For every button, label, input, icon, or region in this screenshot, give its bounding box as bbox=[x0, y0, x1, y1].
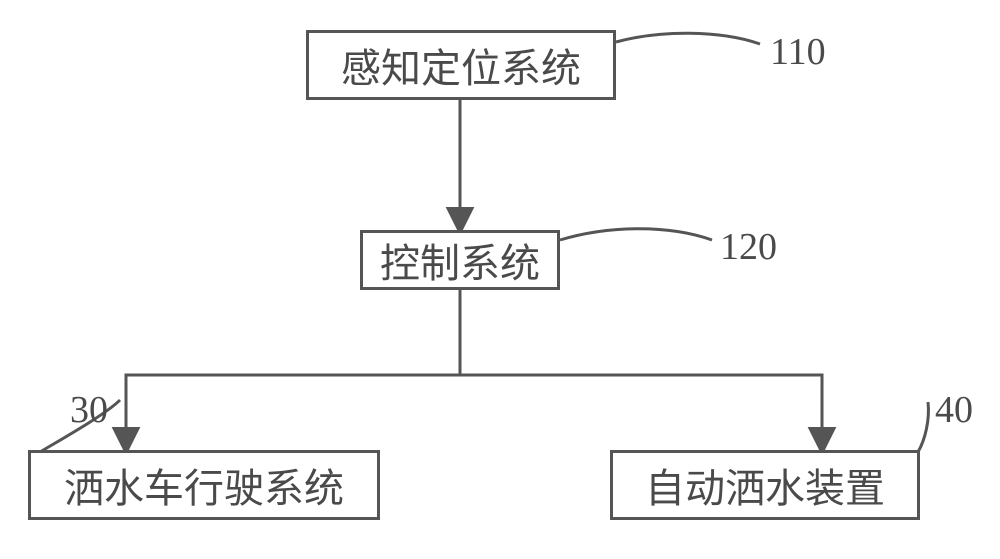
node-label: 自动洒水装置 bbox=[645, 456, 885, 514]
leader-n110 bbox=[616, 33, 760, 44]
leader-n120 bbox=[560, 229, 712, 240]
node-label: 洒水车行驶系统 bbox=[64, 456, 344, 514]
diagram-canvas: 感知定位系统控制系统洒水车行驶系统 自动洒水装置 110 120 30 40 bbox=[0, 0, 1000, 559]
ref-label-n120: 120 bbox=[720, 225, 777, 269]
node-n120: 控制系统 bbox=[360, 230, 560, 290]
edge-n120-n40 bbox=[460, 290, 822, 450]
edge-n120-n30 bbox=[126, 290, 460, 450]
node-label: 控制系统 bbox=[380, 231, 540, 289]
ref-label-n30: 30 bbox=[70, 388, 108, 432]
node-label: 感知定位系统 bbox=[341, 36, 581, 94]
ref-label-n110: 110 bbox=[770, 30, 826, 74]
node-n40: 自动洒水装置 bbox=[610, 450, 920, 520]
node-n30: 洒水车行驶系统 bbox=[28, 450, 380, 520]
leader-n40 bbox=[918, 402, 928, 452]
ref-label-n40: 40 bbox=[935, 388, 973, 432]
node-n110: 感知定位系统 bbox=[306, 30, 616, 100]
